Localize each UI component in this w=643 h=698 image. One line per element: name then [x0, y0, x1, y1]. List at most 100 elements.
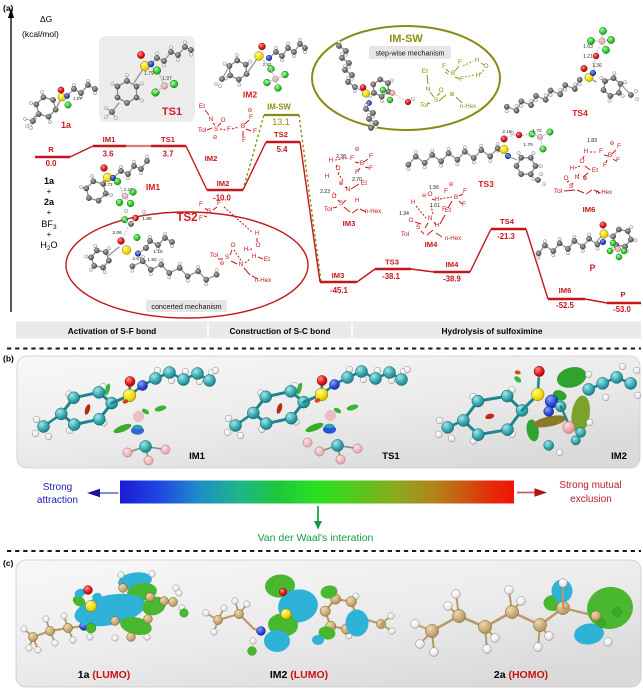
svg-text:B: B [608, 152, 612, 159]
svg-text:IM1: IM1 [189, 451, 206, 462]
svg-text:N: N [209, 116, 214, 123]
svg-text:-10.0: -10.0 [213, 194, 231, 203]
svg-text:n-Hex: n-Hex [460, 103, 477, 110]
svg-text:IM4: IM4 [446, 260, 459, 269]
svg-text:P: P [620, 290, 625, 299]
svg-text:n-Hex: n-Hex [255, 277, 272, 284]
svg-text:TS4: TS4 [572, 108, 588, 118]
svg-text:H: H [411, 199, 415, 206]
svg-text:H: H [252, 253, 256, 260]
svg-text:S: S [225, 254, 230, 261]
svg-text:F: F [603, 162, 607, 169]
svg-text:(a): (a) [3, 3, 14, 13]
svg-text:F: F [442, 63, 446, 70]
svg-text:step-wise mechanism: step-wise mechanism [375, 49, 444, 58]
svg-text:1.73: 1.73 [104, 182, 113, 187]
svg-text:H: H [584, 148, 588, 155]
svg-text:F: F [227, 126, 231, 133]
svg-text:1a (LUMO): 1a (LUMO) [78, 669, 131, 681]
svg-text:N: N [346, 186, 351, 193]
svg-text:TS2: TS2 [274, 130, 288, 139]
svg-text:⊕: ⊕ [449, 91, 455, 98]
svg-text:⊖: ⊖ [354, 147, 359, 153]
svg-text:1.21: 1.21 [583, 54, 593, 60]
svg-text:F: F [242, 137, 246, 144]
svg-text:1.56: 1.56 [429, 185, 439, 191]
svg-text:S: S [339, 200, 344, 207]
svg-text:1.72: 1.72 [532, 128, 542, 134]
svg-text:IM2 (LUMO): IM2 (LUMO) [270, 669, 328, 681]
svg-text:S: S [214, 126, 219, 133]
svg-text:O: O [579, 158, 584, 165]
svg-text:Tol: Tol [420, 102, 429, 109]
svg-text:2.23: 2.23 [320, 189, 330, 195]
svg-text:+: + [47, 230, 52, 239]
svg-text:1.83: 1.83 [587, 138, 597, 144]
svg-text:2.16: 2.16 [502, 129, 512, 135]
svg-text:IM-SW: IM-SW [267, 103, 291, 112]
svg-text:TS1: TS1 [382, 451, 400, 462]
svg-text:H: H [255, 230, 259, 237]
svg-text:1.15: 1.15 [153, 249, 163, 255]
svg-text:O: O [255, 242, 260, 249]
svg-text:N: N [239, 261, 244, 268]
svg-text:O: O [483, 63, 488, 70]
svg-text:⊕: ⊕ [582, 176, 587, 182]
svg-text:ΔG: ΔG [40, 14, 52, 24]
svg-text:H: H [435, 196, 439, 203]
svg-text:IM2: IM2 [243, 90, 257, 100]
svg-text:(b): (b) [3, 354, 14, 364]
svg-text:B: B [241, 123, 245, 130]
svg-text:F: F [599, 148, 603, 155]
svg-text:2a (HOMO): 2a (HOMO) [494, 669, 548, 681]
svg-text:S: S [569, 183, 574, 190]
svg-text:Tol: Tol [324, 206, 333, 213]
svg-text:1.63: 1.63 [583, 44, 593, 50]
svg-text:n-Hex: n-Hex [365, 208, 382, 215]
svg-text:-38.1: -38.1 [382, 272, 400, 281]
svg-text:1.97: 1.97 [162, 76, 172, 82]
svg-text:H: H [325, 173, 329, 180]
svg-text:Tol: Tol [198, 127, 207, 134]
svg-text:H: H [355, 197, 359, 204]
svg-text:Et: Et [445, 207, 451, 214]
svg-text:F: F [444, 188, 448, 195]
svg-text:TS4: TS4 [500, 217, 515, 226]
svg-text:IM3: IM3 [343, 219, 356, 228]
svg-text:n-Hex: n-Hex [596, 189, 613, 196]
svg-text:H: H [475, 57, 479, 64]
svg-text:exclusion: exclusion [570, 494, 612, 505]
svg-text:⊖: ⊖ [609, 141, 614, 147]
svg-text:IM6: IM6 [559, 286, 572, 295]
svg-text:-21.3: -21.3 [497, 232, 515, 241]
svg-text:O: O [230, 242, 235, 249]
svg-text:O: O [563, 175, 568, 182]
svg-text:B: B [360, 160, 364, 167]
svg-text:O: O [335, 165, 340, 172]
svg-text:Et: Et [592, 167, 598, 174]
svg-text:F: F [217, 200, 221, 207]
svg-text:1.36: 1.36 [592, 63, 602, 69]
svg-text:N: N [428, 215, 433, 222]
svg-text:3.7: 3.7 [163, 150, 174, 159]
svg-text:F: F [442, 206, 446, 213]
svg-text:(c): (c) [3, 558, 14, 568]
svg-text:(kcal/mol): (kcal/mol) [22, 29, 59, 39]
svg-text:n-Hex: n-Hex [445, 235, 462, 242]
svg-text:O: O [331, 193, 336, 200]
svg-text:13.1: 13.1 [272, 117, 290, 127]
svg-text:F: F [460, 76, 464, 83]
svg-text:F: F [617, 143, 621, 150]
svg-text:F: F [199, 215, 203, 222]
svg-text:0.0: 0.0 [46, 159, 58, 168]
svg-text:Et: Et [199, 103, 205, 110]
svg-text:H: H [435, 222, 439, 229]
svg-text:F: F [369, 153, 373, 160]
svg-text:TS2: TS2 [176, 212, 197, 224]
svg-text:IM1: IM1 [103, 135, 116, 144]
svg-text:O: O [220, 117, 225, 124]
svg-text:P: P [589, 263, 595, 273]
svg-text:Van der Waal's interation: Van der Waal's interation [258, 532, 374, 544]
svg-text:F: F [369, 165, 373, 172]
svg-text:IM1: IM1 [146, 182, 160, 192]
